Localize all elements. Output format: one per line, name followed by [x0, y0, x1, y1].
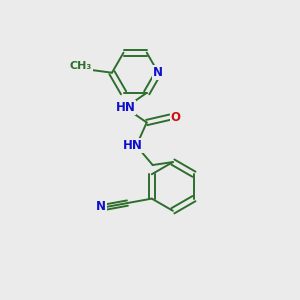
Text: N: N	[153, 66, 163, 79]
Text: HN: HN	[116, 101, 135, 114]
Text: HN: HN	[123, 139, 143, 152]
Text: N: N	[96, 200, 106, 213]
Text: CH₃: CH₃	[70, 61, 92, 71]
Text: O: O	[171, 111, 181, 124]
